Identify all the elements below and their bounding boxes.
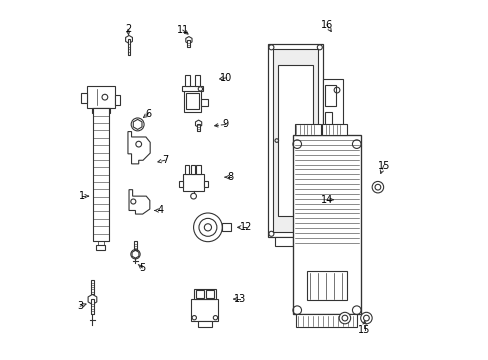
Bar [198, 320, 211, 327]
Circle shape [193, 213, 222, 242]
Polygon shape [129, 190, 149, 214]
Bar [134, 241, 137, 250]
Bar [183, 174, 204, 192]
Text: 6: 6 [145, 109, 151, 119]
Text: 12: 12 [240, 222, 252, 232]
Text: 3: 3 [77, 301, 83, 311]
Circle shape [102, 94, 107, 100]
Circle shape [371, 181, 383, 193]
Circle shape [360, 312, 371, 324]
Bar [81, 93, 86, 103]
Bar [277, 65, 313, 216]
Bar [294, 125, 320, 135]
Text: 9: 9 [223, 120, 228, 129]
Text: 2: 2 [124, 24, 131, 35]
Bar [196, 165, 201, 174]
Polygon shape [128, 132, 150, 164]
Bar [184, 75, 189, 86]
Bar [267, 44, 323, 237]
Bar [296, 237, 314, 246]
Bar [321, 125, 346, 135]
Bar [115, 95, 120, 105]
Text: 15: 15 [377, 161, 389, 171]
Bar [187, 40, 190, 47]
Text: 10: 10 [220, 73, 232, 83]
Polygon shape [132, 250, 139, 258]
Bar [272, 49, 318, 232]
Bar [204, 181, 207, 187]
Polygon shape [185, 37, 192, 44]
Bar [183, 90, 201, 112]
Bar [96, 244, 105, 250]
Bar [323, 79, 343, 137]
Bar [127, 40, 130, 55]
Text: 16: 16 [320, 20, 332, 30]
Bar [182, 86, 203, 91]
Text: 5: 5 [139, 263, 145, 273]
Bar [195, 290, 203, 298]
Circle shape [136, 141, 142, 147]
Circle shape [190, 193, 196, 199]
Bar [325, 85, 335, 106]
Bar [93, 108, 108, 241]
Bar [222, 223, 231, 231]
Text: 14: 14 [320, 195, 332, 205]
Bar [201, 99, 207, 107]
Bar [86, 86, 115, 108]
Circle shape [198, 87, 202, 91]
Text: 7: 7 [162, 155, 168, 165]
Bar [205, 290, 213, 298]
Text: 4: 4 [157, 206, 163, 216]
Bar [92, 108, 109, 113]
Bar [274, 237, 292, 246]
Circle shape [339, 312, 350, 324]
Bar [325, 112, 332, 134]
Bar [296, 315, 357, 327]
Bar [90, 280, 94, 294]
Bar [184, 165, 189, 174]
Bar [191, 299, 218, 320]
Text: 15: 15 [358, 325, 370, 335]
Text: 11: 11 [176, 25, 188, 35]
Bar [185, 93, 199, 109]
Bar [195, 75, 200, 86]
Bar [190, 165, 195, 174]
Bar [194, 289, 215, 299]
Bar [292, 135, 360, 315]
Bar [306, 271, 346, 300]
Bar [197, 124, 200, 131]
Circle shape [131, 199, 136, 204]
Polygon shape [195, 120, 201, 127]
Text: 1: 1 [79, 191, 85, 201]
Polygon shape [125, 36, 132, 43]
Polygon shape [88, 294, 97, 305]
Text: 8: 8 [227, 172, 233, 182]
Bar [179, 181, 183, 187]
Text: 13: 13 [234, 294, 246, 304]
Polygon shape [133, 120, 142, 130]
Bar [91, 300, 94, 314]
